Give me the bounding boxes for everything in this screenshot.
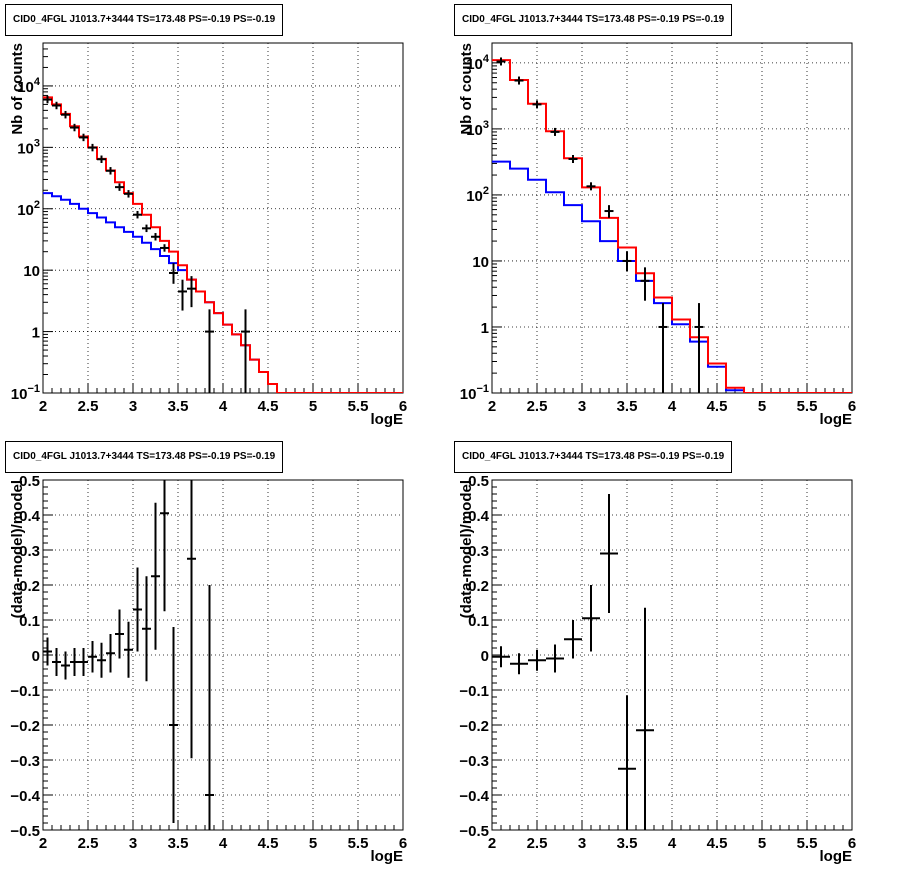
y-tick-label: 1 xyxy=(32,325,40,342)
y-axis-title: (data-model)/model xyxy=(458,480,475,618)
x-tick-label: 5.5 xyxy=(797,835,818,852)
y-tick-label: 10−1 xyxy=(11,383,40,403)
residual-panel-right: 2 2.5 3 3.5 4 4.5 5 5.5 6 −0.5 −0.4 −0.3 −0.2 −0.1 0 0.… xyxy=(449,437,898,874)
x-tick-label: 5 xyxy=(309,835,317,852)
x-tick-label: 4 xyxy=(219,398,228,415)
histogram-series xyxy=(492,160,852,393)
y-tick-label: 0 xyxy=(481,648,489,665)
y-tick-label: −0.4 xyxy=(10,788,40,805)
x-tick-label: 3.5 xyxy=(617,835,638,852)
y-tick-label: 104 xyxy=(17,76,41,96)
y-tick-label: 104 xyxy=(466,53,490,73)
x-tick-label: 4.5 xyxy=(258,398,279,415)
y-tick-label: −0.2 xyxy=(10,718,40,735)
plot-area xyxy=(43,95,403,393)
y-tick-label: −0.1 xyxy=(459,683,489,700)
x-tick-label: 2.5 xyxy=(78,835,99,852)
chart-title: CID0_4FGL J1013.7+3444 TS=173.48 PS=-0.1… xyxy=(5,441,284,473)
y-tick-label: 0.2 xyxy=(19,578,40,595)
y-tick-label: −0.1 xyxy=(10,683,40,700)
residual-panel-left: 2 2.5 3 3.5 4 4.5 5 5.5 6 −0.5 −0.4 −0.3 −0.2 −0.1 0 0.… xyxy=(0,437,449,874)
x-tick-label: 5 xyxy=(758,835,766,852)
x-axis-title: logE xyxy=(371,411,404,428)
y-tick-label: 0.4 xyxy=(468,508,490,525)
histogram-series xyxy=(43,96,403,393)
x-tick-label: 5.5 xyxy=(348,398,369,415)
chart-title: CID0_4FGL J1013.7+3444 TS=173.48 PS=-0.1… xyxy=(454,4,733,36)
y-tick-label: 0.4 xyxy=(19,508,41,525)
x-tick-label: 3 xyxy=(578,398,586,415)
y-tick-label: −0.3 xyxy=(459,753,489,770)
x-tick-label: 6 xyxy=(848,398,856,415)
y-tick-label: 10 xyxy=(472,254,489,271)
x-tick-label: 3 xyxy=(578,835,586,852)
plot-area xyxy=(492,57,852,393)
y-tick-label: 10−1 xyxy=(460,383,489,403)
counts-chart-left: 2 2.5 3 3.5 4 4.5 5 5.5 6 10−1 1 10 102 103 104 logE Nb … xyxy=(9,42,407,428)
y-axis-title: Nb of counts xyxy=(9,43,26,135)
y-tick-label: 0 xyxy=(32,648,40,665)
x-tick-label: 2 xyxy=(488,835,496,852)
y-tick-label: 0.3 xyxy=(468,543,489,560)
counts-panel-right: 2 2.5 3 3.5 4 4.5 5 5.5 6 10−1 1 10 102 103 104 logE Nb … xyxy=(449,0,898,437)
chart-title: CID0_4FGL J1013.7+3444 TS=173.48 PS=-0.1… xyxy=(454,441,733,473)
x-tick-label: 2.5 xyxy=(527,398,548,415)
y-axis-title: Nb of counts xyxy=(458,43,475,135)
chart-title: CID0_4FGL J1013.7+3444 TS=173.48 PS=-0.1… xyxy=(5,4,284,36)
x-tick-label: 2 xyxy=(39,835,47,852)
x-tick-label: 5 xyxy=(758,398,766,415)
y-axis-title: (data-model)/model xyxy=(9,480,26,618)
x-axis-title: logE xyxy=(820,848,853,865)
x-tick-label: 6 xyxy=(848,835,856,852)
x-tick-label: 3 xyxy=(129,398,137,415)
x-tick-label: 3 xyxy=(129,835,137,852)
y-tick-label: −0.5 xyxy=(459,823,489,840)
x-axis-title: logE xyxy=(820,411,853,428)
x-tick-label: 2.5 xyxy=(78,398,99,415)
residual-chart-left: 2 2.5 3 3.5 4 4.5 5 5.5 6 −0.5 −0.4 −0.3 −0.2 −0.1 0 0.… xyxy=(9,473,407,865)
x-tick-label: 6 xyxy=(399,398,407,415)
x-tick-label: 4.5 xyxy=(258,835,279,852)
x-tick-label: 3.5 xyxy=(168,398,189,415)
x-axis-title: logE xyxy=(371,848,404,865)
y-tick-label: 0.1 xyxy=(19,613,40,630)
residual-chart-right: 2 2.5 3 3.5 4 4.5 5 5.5 6 −0.5 −0.4 −0.3 −0.2 −0.1 0 0.… xyxy=(458,473,856,865)
y-tick-label: 103 xyxy=(17,137,40,157)
x-tick-label: 3.5 xyxy=(168,835,189,852)
y-tick-label: 0.5 xyxy=(19,473,40,490)
y-tick-label: 102 xyxy=(466,185,489,205)
y-tick-label: 103 xyxy=(466,119,489,139)
x-tick-label: 4 xyxy=(668,835,677,852)
y-tick-label: −0.4 xyxy=(459,788,489,805)
y-tick-label: 0.1 xyxy=(468,613,489,630)
x-tick-label: 4 xyxy=(668,398,677,415)
x-tick-label: 5.5 xyxy=(797,398,818,415)
y-tick-label: −0.3 xyxy=(10,753,40,770)
y-tick-label: 0.5 xyxy=(468,473,489,490)
counts-chart-right: 2 2.5 3 3.5 4 4.5 5 5.5 6 10−1 1 10 102 103 104 logE Nb … xyxy=(458,42,856,428)
x-tick-label: 2.5 xyxy=(527,835,548,852)
x-tick-label: 4.5 xyxy=(707,835,728,852)
x-tick-label: 4 xyxy=(219,835,228,852)
y-tick-label: 102 xyxy=(17,199,40,219)
x-tick-label: 4.5 xyxy=(707,398,728,415)
x-tick-label: 3.5 xyxy=(617,398,638,415)
x-tick-label: 5.5 xyxy=(348,835,369,852)
y-tick-label: −0.2 xyxy=(459,718,489,735)
x-tick-label: 2 xyxy=(488,398,496,415)
y-tick-label: −0.5 xyxy=(10,823,40,840)
y-tick-label: 1 xyxy=(481,320,489,337)
y-tick-label: 0.2 xyxy=(468,578,489,595)
y-tick-label: 0.3 xyxy=(19,543,40,560)
x-tick-label: 6 xyxy=(399,835,407,852)
plot-area xyxy=(43,480,214,830)
plot-area xyxy=(492,494,654,830)
x-tick-label: 5 xyxy=(309,398,317,415)
y-tick-label: 10 xyxy=(23,263,40,280)
x-tick-label: 2 xyxy=(39,398,47,415)
counts-panel-left: 2 2.5 3 3.5 4 4.5 5 5.5 6 10−1 1 10 102 103 104 logE Nb … xyxy=(0,0,449,437)
histogram-series xyxy=(492,59,852,393)
